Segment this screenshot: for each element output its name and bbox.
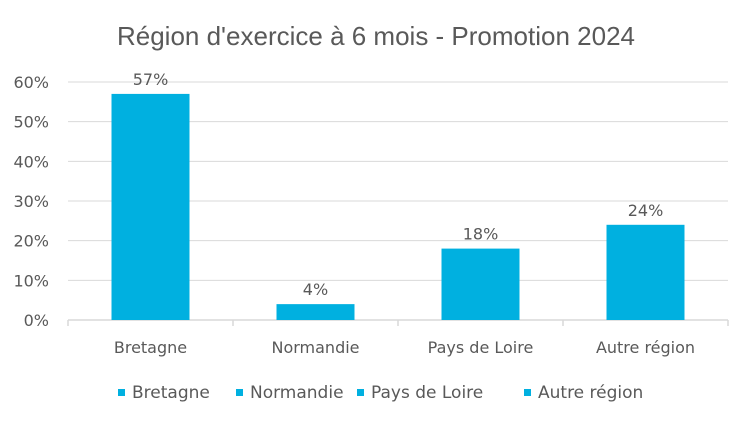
chart-title: Région d'exercice à 6 mois - Promotion 2… [117,21,635,51]
x-tick-label: Bretagne [114,338,187,357]
data-label: 57% [133,70,169,89]
data-label: 18% [463,225,499,244]
y-tick-label: 50% [13,113,49,132]
legend-label: Normandie [250,383,344,403]
data-label: 24% [628,201,664,220]
y-tick-label: 20% [13,232,49,251]
legend-label: Bretagne [132,383,210,403]
legend-swatch [118,389,125,396]
bar [606,224,685,320]
x-tick-label: Autre région [596,338,695,357]
bar [276,304,355,320]
y-tick-label: 30% [13,192,49,211]
x-tick-label: Pays de Loire [428,338,534,357]
legend-swatch [357,389,364,396]
legend-label: Pays de Loire [371,383,483,403]
bar [441,248,520,320]
y-tick-label: 60% [13,73,49,92]
legend-swatch [524,389,531,396]
legend-label: Autre région [538,383,643,403]
x-tick-label: Normandie [271,338,359,357]
y-tick-label: 10% [13,271,49,290]
bar [111,93,190,321]
legend-swatch [236,389,243,396]
y-tick-label: 40% [13,152,49,171]
y-tick-label: 0% [24,311,49,330]
data-label: 4% [303,280,328,299]
